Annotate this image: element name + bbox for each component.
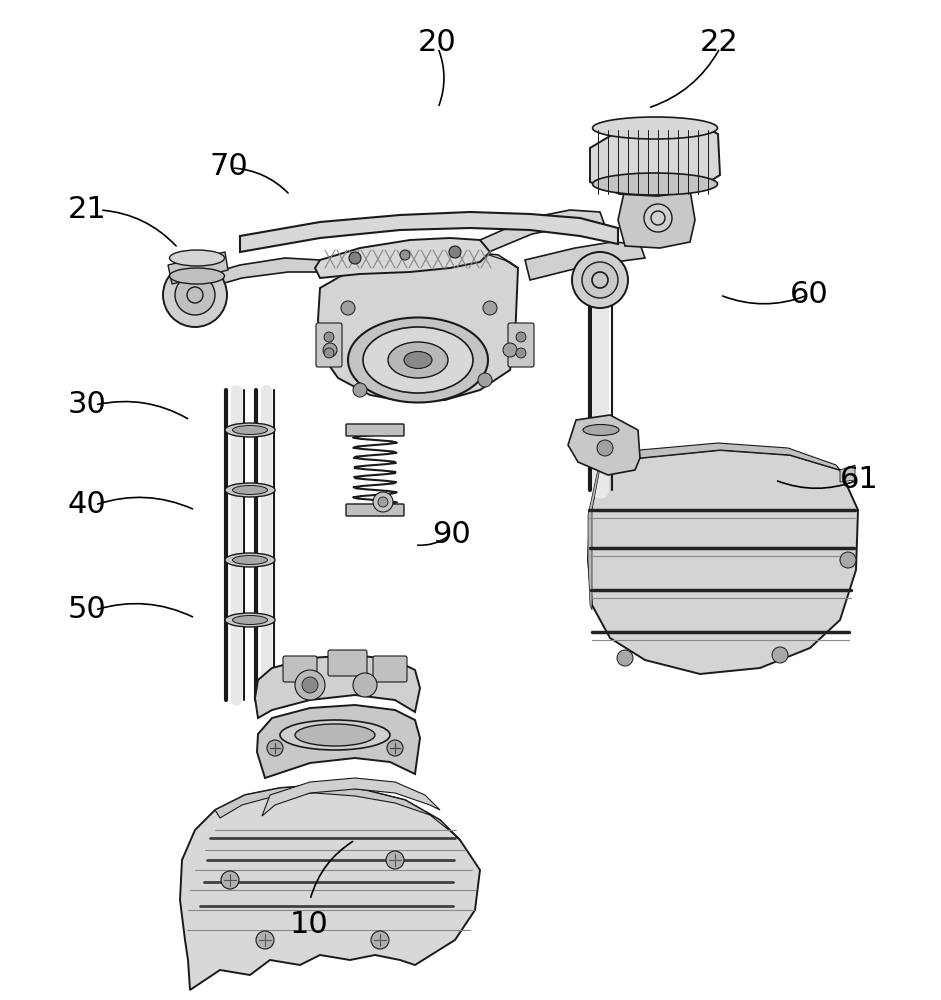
Text: 90: 90 [432,520,470,549]
FancyBboxPatch shape [328,650,367,676]
Ellipse shape [169,250,225,266]
Polygon shape [195,258,320,290]
Circle shape [221,871,239,889]
Circle shape [572,252,628,308]
Ellipse shape [232,426,267,434]
Ellipse shape [348,318,488,402]
Polygon shape [342,245,518,268]
Ellipse shape [583,424,619,436]
Polygon shape [588,450,858,674]
Circle shape [516,348,526,358]
Ellipse shape [363,327,473,393]
Circle shape [324,348,334,358]
Polygon shape [240,212,618,252]
Ellipse shape [225,483,275,497]
Ellipse shape [232,486,267,494]
Circle shape [503,343,517,357]
Circle shape [644,204,672,232]
Polygon shape [215,785,460,840]
FancyBboxPatch shape [283,656,317,682]
Circle shape [387,740,403,756]
Polygon shape [480,210,605,254]
Polygon shape [588,460,600,610]
Ellipse shape [593,117,717,139]
Polygon shape [262,778,440,816]
Text: 10: 10 [290,910,328,939]
Circle shape [175,275,215,315]
FancyBboxPatch shape [346,504,404,516]
Polygon shape [590,120,720,196]
Ellipse shape [232,615,267,624]
Circle shape [341,301,355,315]
Circle shape [840,552,856,568]
Ellipse shape [225,613,275,627]
FancyBboxPatch shape [373,656,407,682]
FancyBboxPatch shape [508,323,534,367]
Polygon shape [315,238,490,278]
Ellipse shape [388,342,448,378]
Polygon shape [600,450,615,468]
Polygon shape [618,188,695,248]
Circle shape [400,250,410,260]
Polygon shape [257,705,420,778]
Ellipse shape [280,720,390,750]
Text: 20: 20 [418,28,456,57]
Polygon shape [255,655,420,718]
Circle shape [267,740,283,756]
Circle shape [449,246,461,258]
Ellipse shape [593,173,717,195]
Circle shape [323,343,337,357]
Ellipse shape [295,724,375,746]
FancyBboxPatch shape [346,424,404,436]
Circle shape [478,373,492,387]
Ellipse shape [404,352,432,368]
Circle shape [582,262,618,298]
Circle shape [349,252,361,264]
Text: 60: 60 [790,280,829,309]
Ellipse shape [232,556,267,564]
Circle shape [324,332,334,342]
Circle shape [371,931,389,949]
Circle shape [353,673,377,697]
Circle shape [295,670,325,700]
Circle shape [378,497,388,507]
Circle shape [772,647,788,663]
Text: 61: 61 [840,465,879,494]
Polygon shape [180,785,480,990]
Circle shape [386,851,404,869]
Circle shape [373,492,393,512]
Polygon shape [600,443,840,470]
Text: 70: 70 [210,152,248,181]
Polygon shape [318,252,518,402]
Text: 21: 21 [68,195,106,224]
Polygon shape [525,242,645,280]
Circle shape [302,677,318,693]
Polygon shape [168,252,228,284]
Polygon shape [840,465,855,482]
Ellipse shape [225,553,275,567]
Polygon shape [568,415,640,475]
FancyBboxPatch shape [316,323,342,367]
Text: 40: 40 [68,490,106,519]
Circle shape [256,931,274,949]
Text: 50: 50 [68,595,106,624]
Text: 30: 30 [68,390,107,419]
Circle shape [353,383,367,397]
Ellipse shape [225,423,275,437]
Circle shape [163,263,227,327]
Circle shape [597,440,613,456]
Text: 22: 22 [700,28,739,57]
Ellipse shape [575,422,627,438]
Circle shape [483,301,497,315]
Circle shape [617,650,633,666]
Circle shape [516,332,526,342]
Ellipse shape [169,268,225,284]
